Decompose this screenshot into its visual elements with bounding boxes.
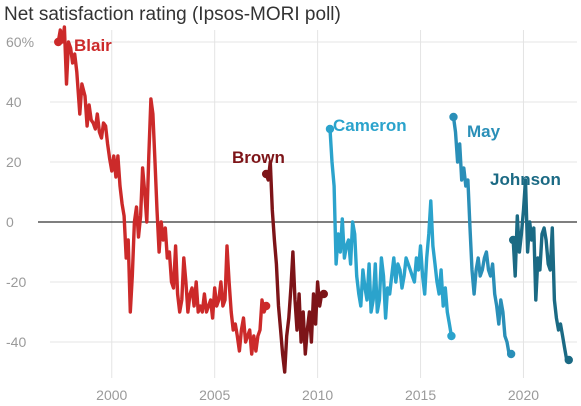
x-axis-ticks: 2000 2005 2010 2015 2020 <box>96 387 539 403</box>
series-line-may <box>451 115 513 356</box>
series-labels: Blair Brown Cameron May Johnson <box>74 36 561 189</box>
series-end-dot-johnson <box>564 355 573 365</box>
y-tick-label: 60% <box>6 34 34 50</box>
y-tick-label: 20 <box>6 154 22 170</box>
y-tick-label: -40 <box>6 334 26 350</box>
series-start-dot-brown <box>261 169 271 179</box>
chart-title: Net satisfaction rating (Ipsos-MORI poll… <box>4 4 341 25</box>
x-tick-label: 2020 <box>508 387 539 403</box>
series-line-cameron <box>328 127 454 338</box>
series-line-blair <box>56 25 268 356</box>
series-label-may: May <box>467 122 501 141</box>
x-tick-label: 2015 <box>405 387 436 403</box>
series-end-dot-may <box>506 349 516 359</box>
series-label-johnson: Johnson <box>490 170 561 189</box>
y-tick-label: 40 <box>6 94 22 110</box>
y-tick-label: -20 <box>6 274 26 290</box>
series-line-johnson <box>511 178 571 362</box>
series-start-dot-johnson <box>508 235 518 245</box>
series-end-dot-cameron <box>447 331 456 341</box>
x-tick-label: 2010 <box>302 387 333 403</box>
series-start-dot-may <box>449 112 458 122</box>
y-tick-label: 0 <box>6 214 14 230</box>
series-label-blair: Blair <box>74 36 112 55</box>
x-tick-label: 2005 <box>199 387 230 403</box>
series-start-dot-cameron <box>325 124 335 134</box>
series-lines <box>54 25 573 374</box>
series-line-brown <box>264 160 326 374</box>
series-label-brown: Brown <box>232 148 285 167</box>
series-label-cameron: Cameron <box>333 116 407 135</box>
x-tick-label: 2000 <box>96 387 127 403</box>
series-start-dot-blair <box>54 37 63 47</box>
y-axis-ticks: 60% 40 20 0 -20 -40 <box>6 34 34 350</box>
series-end-dot-brown <box>319 289 328 299</box>
series-end-dot-blair <box>261 301 271 311</box>
